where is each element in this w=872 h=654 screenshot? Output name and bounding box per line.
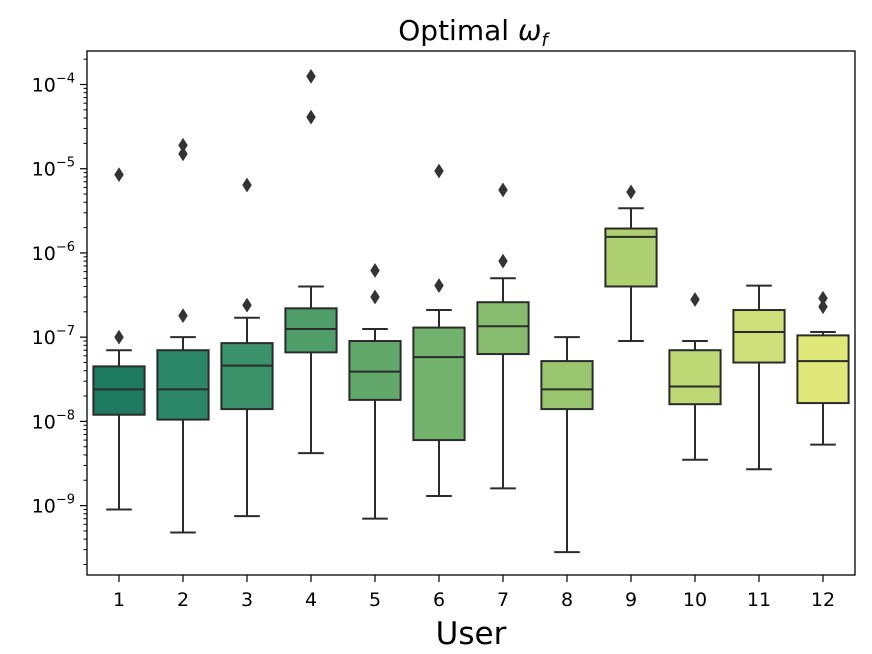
outlier-point bbox=[818, 299, 828, 315]
outlier-point bbox=[178, 308, 188, 324]
x-tick-label: 7 bbox=[497, 589, 509, 611]
box-user-11 bbox=[732, 284, 786, 471]
x-tick-label: 6 bbox=[433, 589, 445, 611]
y-tick-label: 10−9 bbox=[32, 493, 75, 518]
outlier-point bbox=[178, 137, 188, 153]
x-axis: 1 2 3 4 5 6 7 8 9 10 11 12 bbox=[113, 575, 835, 611]
outlier-point bbox=[178, 146, 188, 162]
y-tick-label: 10−8 bbox=[32, 408, 75, 433]
box-user-2 bbox=[156, 137, 210, 534]
iqr-box bbox=[540, 360, 594, 411]
outlier-point bbox=[370, 289, 380, 305]
box-user-12 bbox=[796, 290, 850, 446]
x-tick-label: 1 bbox=[113, 589, 125, 611]
outlier-point bbox=[690, 292, 700, 307]
x-tick-label: 12 bbox=[811, 589, 835, 611]
iqr-box bbox=[604, 227, 658, 288]
axes-frame bbox=[86, 50, 856, 576]
outlier-point bbox=[114, 329, 124, 345]
x-axis-label: User bbox=[436, 616, 507, 652]
iqr-box bbox=[348, 340, 402, 401]
box-user-5 bbox=[348, 262, 402, 520]
box-user-10 bbox=[668, 292, 722, 461]
outlier-point bbox=[114, 167, 124, 183]
iqr-box bbox=[476, 301, 530, 356]
outlier-point bbox=[306, 109, 316, 125]
y-tick-label: 10−7 bbox=[32, 324, 75, 349]
iqr-box bbox=[412, 326, 466, 442]
box-user-4 bbox=[284, 68, 338, 455]
iqr-box bbox=[284, 307, 338, 354]
y-axis: 10−9 10−8 10−7 10−6 10−5 10−4 bbox=[32, 58, 87, 565]
box-user-1 bbox=[92, 167, 146, 511]
y-tick-label: 10−4 bbox=[32, 72, 75, 97]
iqr-box bbox=[156, 349, 210, 421]
box-user-7 bbox=[476, 182, 530, 490]
iqr-box bbox=[668, 349, 722, 406]
y-tick-label: 10−5 bbox=[32, 156, 75, 181]
box-user-3 bbox=[220, 177, 274, 518]
y-tick-label: 10−6 bbox=[32, 240, 75, 265]
outlier-point bbox=[626, 184, 636, 200]
box-user-6 bbox=[412, 163, 466, 498]
x-tick-label: 11 bbox=[747, 589, 771, 611]
outlier-point bbox=[242, 177, 252, 193]
chart-title: Optimal ωf bbox=[398, 14, 550, 51]
outlier-point bbox=[434, 278, 444, 294]
x-tick-label: 9 bbox=[625, 589, 637, 611]
plot-area bbox=[92, 68, 850, 554]
iqr-box bbox=[220, 342, 274, 411]
outlier-point bbox=[306, 68, 316, 84]
iqr-box bbox=[796, 334, 850, 405]
iqr-box bbox=[92, 365, 146, 416]
iqr-box bbox=[732, 309, 786, 364]
box-user-9 bbox=[604, 184, 658, 343]
box-user-8 bbox=[540, 336, 594, 554]
x-tick-label: 2 bbox=[177, 589, 189, 611]
x-tick-label: 4 bbox=[305, 589, 317, 611]
x-tick-label: 3 bbox=[241, 589, 253, 611]
x-tick-label: 5 bbox=[369, 589, 381, 611]
outlier-point bbox=[434, 163, 444, 179]
outlier-point bbox=[242, 297, 252, 313]
outlier-point bbox=[818, 290, 828, 306]
outlier-point bbox=[370, 262, 380, 278]
x-tick-label: 10 bbox=[683, 589, 707, 611]
x-tick-label: 8 bbox=[561, 589, 573, 611]
outlier-point bbox=[498, 182, 508, 198]
outlier-point bbox=[498, 253, 508, 269]
